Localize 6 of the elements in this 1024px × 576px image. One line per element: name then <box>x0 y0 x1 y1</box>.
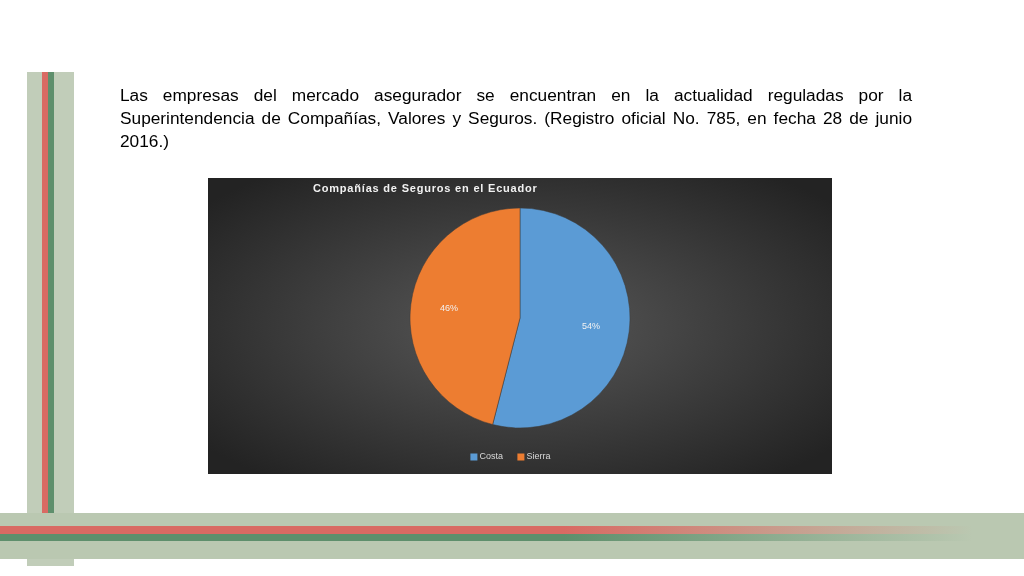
data-label: 54% <box>581 321 600 332</box>
chart-title: Compañías de Seguros en el Ecuador <box>313 182 538 194</box>
text: Las empresas del mercado asegurador se encuentran en la actualidad reguladas por la Superintendencia de Compañías, Valores y Seguros. (Registro oficial No. 785, en fecha 28 de junio 2016.) <box>120 84 912 153</box>
data-label: 46% <box>440 303 459 314</box>
legend-label: Costa <box>479 451 503 462</box>
legend-label: Sierra <box>526 451 551 462</box>
